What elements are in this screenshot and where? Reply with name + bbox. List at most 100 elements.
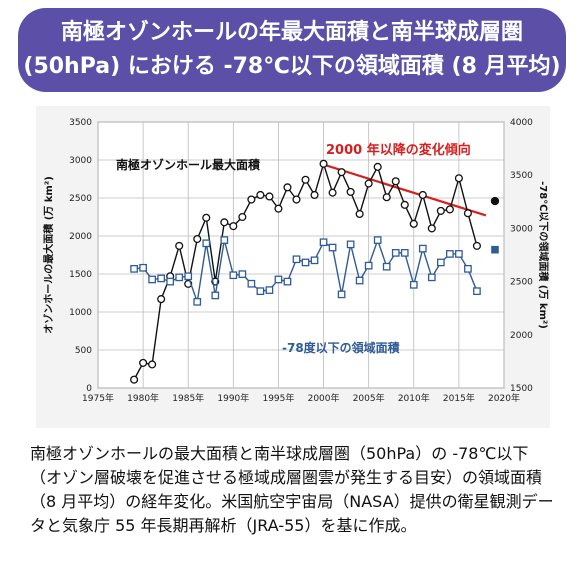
cold-area-point: [382, 262, 391, 271]
y-left-tick-label: 3000: [69, 156, 92, 166]
ozone-area-point: [202, 213, 211, 222]
ozone-area-latest-point: [490, 196, 500, 206]
x-tick-label: 1975年: [82, 392, 114, 404]
cold-area-point: [148, 275, 156, 284]
cold-area-point: [355, 276, 364, 285]
ozone-area-point: [445, 205, 454, 214]
ozone-area-point: [454, 174, 463, 183]
chart-area: 0 500 1000 1500 2000 2500 3000 3500 1975年 1980年 19…: [36, 106, 550, 428]
trend-label: 2000 年以降の変化傾向: [326, 142, 471, 158]
figure-caption: 南極オゾンホールの最大面積と南半球成層圏（50hPa）の -78℃以下（オゾン層…: [30, 444, 554, 535]
x-tick-label: 2010年: [398, 392, 430, 404]
cold-area-point: [418, 244, 427, 253]
trend-line: [323, 163, 487, 217]
x-tick-label: 2000年: [308, 392, 340, 404]
ozone-area-point: [337, 168, 346, 177]
y-right-axis-label: -78℃以下の領域面積 (万 km²): [537, 181, 550, 329]
cold-area-point: [193, 297, 202, 306]
cold-area-point: [301, 258, 310, 267]
x-tick-label: 1995年: [262, 392, 294, 404]
cold-area-point: [283, 277, 292, 286]
y-right-tick-label: 3000: [510, 224, 533, 234]
ozone-area-point: [472, 241, 481, 250]
cold-area-point: [310, 256, 319, 265]
y-right-tick-label: 3500: [510, 171, 533, 181]
ozone-area-point: [400, 200, 409, 209]
ozone-area-point: [256, 190, 265, 200]
series-layer: [130, 159, 500, 384]
ozone-area-point: [391, 177, 400, 186]
cold-area-point: [211, 291, 220, 300]
x-tick-label: 1985年: [172, 392, 204, 404]
ozone-area-point: [175, 241, 184, 250]
cold-series-label: -78度以下の領域面積: [282, 340, 401, 355]
cold-area-point: [473, 287, 481, 296]
ozone-area-point: [382, 193, 391, 202]
cold-area-point: [274, 275, 283, 284]
grid: [97, 121, 505, 389]
cold-area-point: [337, 290, 346, 299]
ozone-area-point: [328, 188, 337, 197]
ozone-area-point: [193, 234, 202, 244]
cold-area-point: [427, 273, 436, 282]
ozone-area-point: [409, 219, 418, 228]
cold-area-point: [436, 258, 445, 267]
ozone-area-point: [247, 195, 256, 204]
ozone-area-point: [310, 190, 319, 200]
ozone-area-point: [418, 190, 427, 200]
ozone-area-point: [427, 224, 436, 233]
cold-area-point: [409, 280, 418, 289]
y-right-tick-label: 2000: [510, 331, 533, 341]
labels: 南極オゾンホール最大面積 -78度以下の領域面積 2000 年以降の変化傾向: [116, 142, 471, 355]
cold-area-point: [464, 264, 472, 273]
title-banner: 南極オゾンホールの年最大面積と南半球成層圏 (50hPa) における -78℃以…: [18, 8, 566, 92]
cold-area-latest-point: [491, 245, 499, 254]
ozone-area-point: [130, 375, 139, 384]
ozone-area-point: [355, 209, 364, 219]
title-line-2: (50hPa) における -78℃以下の領域面積 (8 月平均): [23, 54, 561, 79]
axes: 0 500 1000 1500 2000 2500 3000 3500 1975年 1980年 19…: [42, 118, 550, 404]
ozone-area-point: [220, 218, 229, 227]
ozone-area-point: [274, 204, 283, 213]
ozone-area-point: [364, 179, 373, 188]
cold-area-point: [130, 264, 138, 273]
ozone-area-point: [283, 183, 292, 192]
cold-area-point: [157, 274, 166, 283]
cold-area-point: [220, 236, 229, 244]
y-left-axis-label: オゾンホールの最大面積 (万 km²): [42, 176, 55, 334]
cold-area-point: [229, 271, 238, 280]
y-right-tick-label: 2500: [510, 278, 533, 288]
plot-frame: [97, 121, 505, 389]
ozone-area-point: [139, 358, 148, 367]
cold-area-point: [238, 270, 247, 279]
cold-area-point: [455, 250, 463, 258]
y-left-tick-label: 500: [75, 346, 92, 356]
cold-area-point: [166, 277, 175, 286]
ozone-area-point: [265, 192, 274, 201]
cold-area-point: [446, 250, 454, 258]
ozone-area-point: [346, 187, 355, 196]
x-tick-label: 2005年: [353, 392, 385, 404]
y-left-tick-label: 2500: [69, 194, 92, 204]
y-right-tick-label: 1500: [510, 384, 533, 394]
y-right-tick-label: 4000: [510, 118, 533, 128]
cold-area-point: [391, 249, 400, 257]
y-left-tick-label: 0: [86, 384, 92, 394]
ozone-area-point: [319, 159, 328, 168]
ozone-area-point: [148, 360, 157, 369]
cold-area-point: [184, 272, 193, 281]
x-tick-label: 2015年: [443, 392, 475, 404]
y-left-tick-label: 1000: [69, 308, 92, 318]
y-left-tick-label: 2000: [69, 232, 92, 242]
cold-area-point: [202, 239, 211, 248]
trend-layer: [323, 163, 487, 217]
title-line-1: 南極オゾンホールの年最大面積と南半球成層圏: [60, 20, 523, 45]
x-tick-label: 1980年: [127, 392, 159, 404]
cold-area-point: [373, 236, 382, 244]
ozone-area-point: [373, 162, 382, 171]
cold-area-point: [256, 287, 265, 296]
ozone-area-point: [157, 295, 166, 304]
y-left-tick-label: 3500: [69, 118, 92, 128]
cold-area-point: [319, 238, 328, 247]
cold-area-point: [139, 263, 147, 272]
